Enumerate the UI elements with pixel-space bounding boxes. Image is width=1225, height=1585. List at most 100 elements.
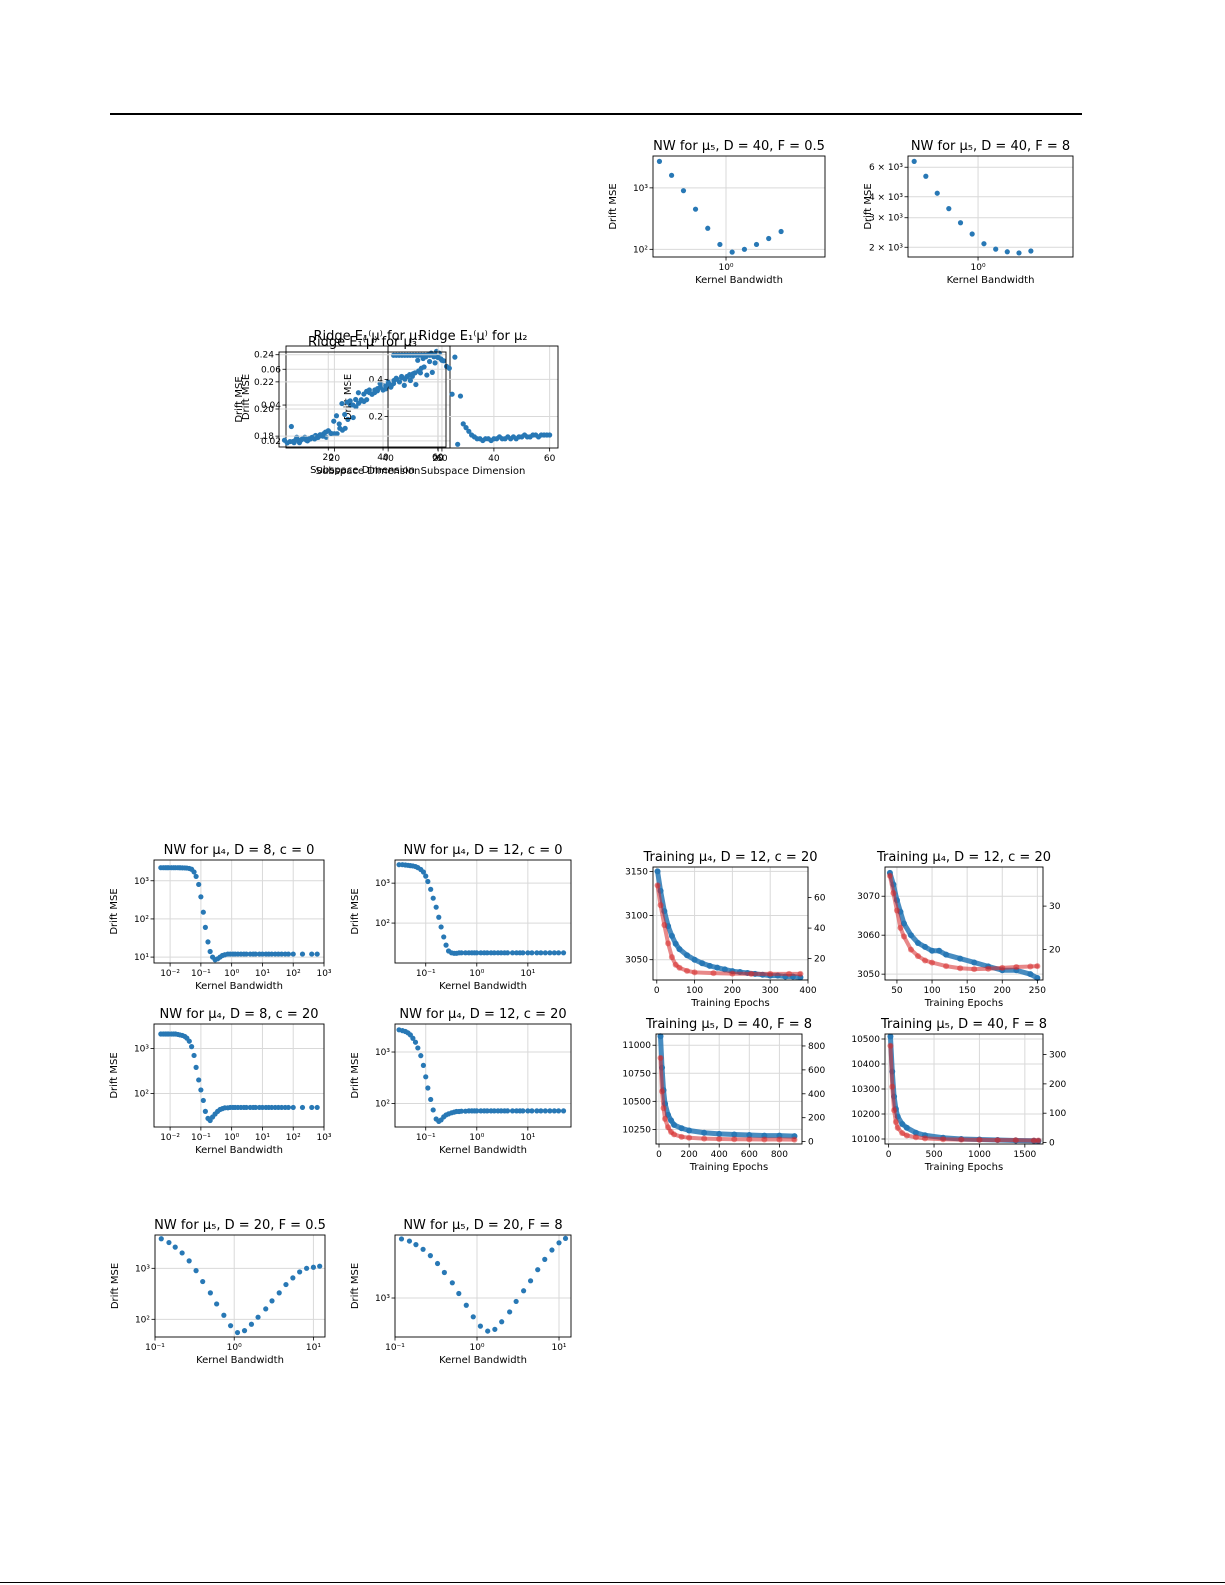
y-axis-label: Drift MSE (241, 374, 252, 420)
data-point (186, 1258, 192, 1264)
series-point (900, 920, 907, 927)
series-point (971, 959, 978, 966)
data-point (283, 1281, 289, 1288)
chart-title: NW for μ₄, D = 8, c = 20 (159, 1007, 318, 1022)
series-point (654, 868, 661, 875)
data-point (441, 934, 447, 940)
data-point (993, 246, 999, 252)
y2-tick-label: 60 (814, 894, 826, 904)
data-point (520, 1108, 526, 1114)
data-point (466, 428, 472, 434)
series-point (899, 1121, 906, 1127)
data-point (428, 886, 434, 892)
x-axis-label: Training Epochs (690, 998, 769, 1009)
data-point (193, 873, 199, 880)
x-tick-label: 60 (436, 454, 448, 464)
data-point (241, 1328, 248, 1334)
data-point (253, 1104, 259, 1111)
data-point (420, 1246, 426, 1252)
data-point (446, 365, 452, 371)
series-point (797, 970, 804, 977)
axes-frame (652, 866, 809, 981)
data-point (202, 1108, 208, 1114)
chart-title: Ridge E₁⁽μ⁾ for μ₂ (419, 329, 528, 344)
series-point (678, 1133, 685, 1140)
series-point (903, 1124, 910, 1131)
data-point (509, 1108, 516, 1114)
x-axis-label: Kernel Bandwidth (195, 1145, 283, 1156)
y-axis-label: Drift MSE (234, 376, 245, 422)
data-point (423, 873, 429, 879)
x-tick-label: 10⁰ (227, 1343, 242, 1353)
x-tick-label: 10⁰ (469, 1343, 484, 1353)
data-point (290, 1275, 296, 1281)
y-tick-label: 3 × 10³ (869, 214, 903, 224)
series-point (661, 922, 668, 929)
data-point (656, 158, 663, 164)
data-point (413, 381, 419, 388)
series-point (686, 1134, 693, 1141)
x-tick-label: 10⁻² (160, 969, 180, 979)
data-point (364, 397, 370, 403)
series-point (786, 970, 793, 977)
y-tick-label: 2 × 10³ (869, 243, 903, 253)
series-point (1035, 1137, 1042, 1144)
chart-training-mu4-d12-c20-a: 20 40 60 0 100 200 300 400 3050 3100 3150 Training … (625, 850, 826, 1009)
data-point (193, 1268, 199, 1274)
data-point (433, 904, 439, 910)
chart-title: NW for μ₅, D = 20, F = 0.5 (154, 1218, 326, 1233)
x-tick-label: 200 (681, 1150, 698, 1160)
x-axis-label: Kernel Bandwidth (195, 981, 283, 992)
data-point (380, 387, 386, 393)
series-point (701, 1135, 708, 1142)
series-point (994, 1137, 1001, 1144)
blue-training-series (658, 1033, 797, 1139)
data-point (388, 383, 394, 389)
x-tick-label: 10¹ (255, 969, 270, 979)
data-point (434, 1260, 441, 1267)
data-point (410, 371, 416, 377)
series-point (776, 1136, 783, 1143)
data-point (200, 1097, 206, 1104)
data-point (470, 1314, 476, 1320)
data-point (432, 360, 438, 366)
y-tick-label: 0.20 (254, 405, 274, 415)
series-point (957, 965, 964, 972)
chart-title: Training μ₅, D = 40, F = 8 (645, 1017, 812, 1032)
series-point (676, 946, 683, 953)
y2-tick-label: 0 (808, 1138, 814, 1148)
red-training-series (887, 873, 1040, 972)
y-axis-label: Drift MSE (109, 1052, 120, 1098)
data-point (172, 1244, 178, 1250)
series-point (671, 1131, 678, 1138)
data-point (193, 1064, 199, 1070)
data-point (317, 1263, 323, 1269)
data-point (741, 246, 748, 252)
y-tick-label: 10500 (851, 1035, 880, 1045)
y-tick-label: 3150 (625, 867, 648, 877)
x-tick-label: 10⁰ (971, 263, 986, 273)
data-point (729, 249, 735, 255)
data-point (342, 411, 348, 418)
series-point (657, 902, 664, 909)
x-tick-label: 20 (329, 454, 341, 464)
y2-tick-label: 200 (808, 1114, 825, 1124)
data-point (542, 1256, 548, 1262)
chart-title: NW for μ₅, D = 40, F = 8 (911, 139, 1070, 154)
data-point (290, 951, 296, 957)
y-tick-label: 10² (134, 915, 149, 925)
series-point (893, 907, 900, 914)
y-tick-label: 10³ (633, 184, 648, 194)
chart-ridge-mu3: 20 40 60 0.18 0.20 0.22 0.24 Ridge E₁⁽μ⁾ for μ₃… (234, 335, 447, 476)
chart-title: Training μ₅, D = 40, F = 8 (880, 1017, 1047, 1032)
data-point (430, 1107, 436, 1113)
data-point (279, 951, 285, 957)
y-tick-label: 10³ (134, 1044, 149, 1054)
y2-tick-label: 200 (1049, 1080, 1066, 1090)
data-point (778, 228, 784, 235)
data-point (457, 393, 464, 399)
y2-tick-label: 20 (814, 955, 826, 965)
data-point (534, 1108, 540, 1114)
x-tick-label: 10⁰ (224, 969, 239, 979)
axes-frame (394, 1234, 572, 1338)
